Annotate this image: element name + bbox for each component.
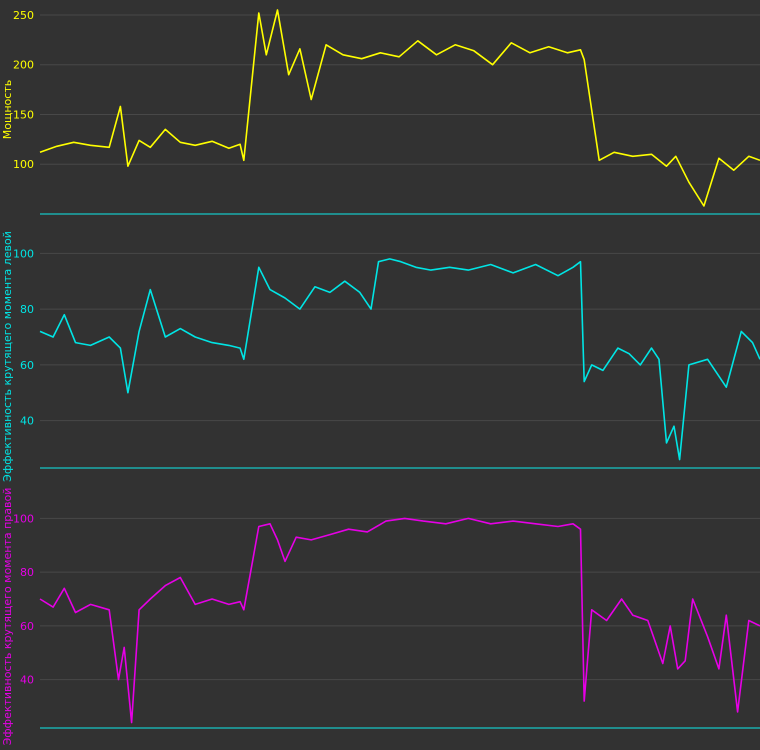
series-line-2 xyxy=(39,258,760,461)
y-tick-label: 200 xyxy=(13,59,34,72)
y-axis-label: Эффективность крутящего момента правой xyxy=(1,488,14,746)
y-tick-label: 250 xyxy=(13,9,34,22)
y-tick-label: 60 xyxy=(20,359,34,372)
y-tick-label: 100 xyxy=(13,512,34,525)
y-tick-label: 40 xyxy=(20,415,34,428)
y-tick-label: 100 xyxy=(13,247,34,260)
y-tick-label: 80 xyxy=(20,566,34,579)
y-axis-label: Эффективность крутящего момента левой xyxy=(1,231,14,482)
series-line-3 xyxy=(39,517,760,724)
series-line-1 xyxy=(39,9,760,207)
y-axis-label: Мощность xyxy=(1,80,14,139)
y-tick-label: 100 xyxy=(13,158,34,171)
y-tick-label: 40 xyxy=(20,674,34,687)
chart-panel-1: 10015020025000:2700:2800:2900:3000:3100:… xyxy=(1,9,760,215)
chart-panel-2: 40608010000:2700:2800:2900:3000:3100:32Э… xyxy=(1,231,760,482)
y-tick-label: 60 xyxy=(20,620,34,633)
y-tick-label: 150 xyxy=(13,108,34,121)
y-tick-label: 80 xyxy=(20,303,34,316)
chart-panel-3: 40608010000:2700:2800:2900:3000:3100:32Э… xyxy=(1,488,760,746)
